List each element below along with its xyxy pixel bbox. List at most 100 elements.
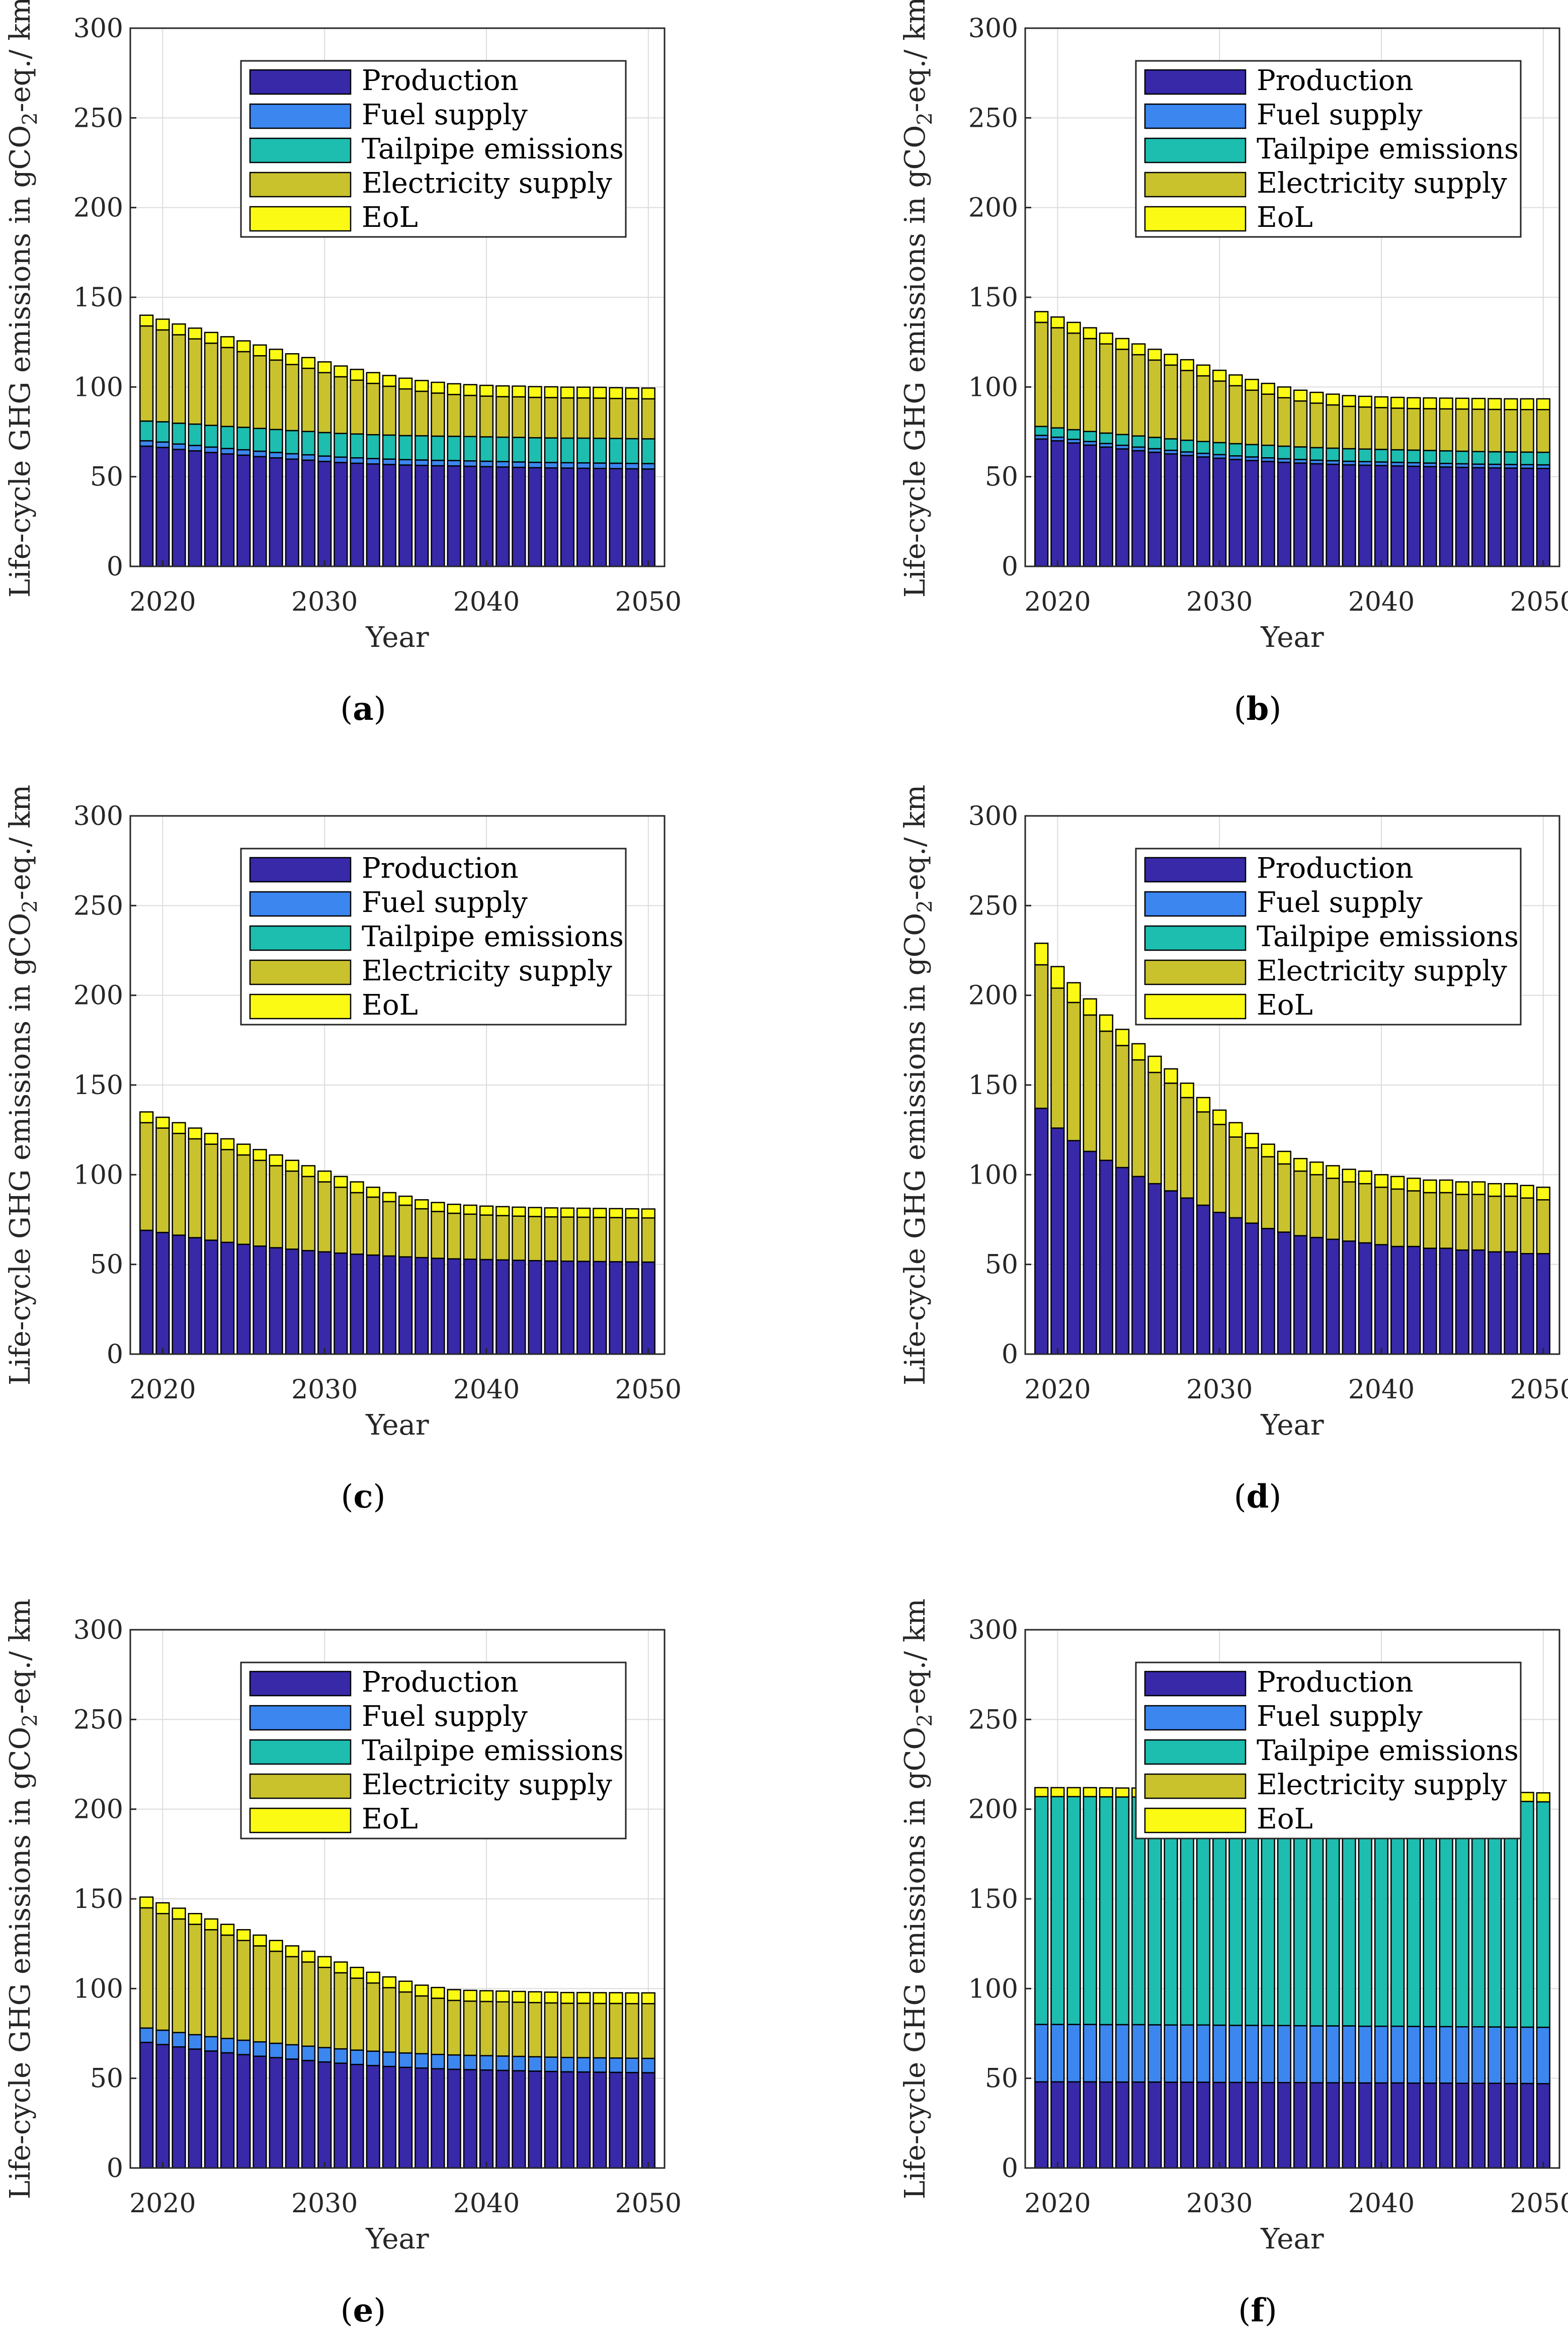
legend-swatch-4 bbox=[1144, 1807, 1247, 1833]
bar-production-2045 bbox=[1455, 466, 1470, 567]
bar-electricity-supply-2021 bbox=[1066, 1001, 1081, 1141]
bar-fuel-supply-2048 bbox=[1504, 2026, 1518, 2084]
bar-fuel-supply-2029 bbox=[1196, 2024, 1211, 2083]
bar-tailpipe-emissions-2022 bbox=[1083, 1796, 1097, 2025]
bar-tailpipe-emissions-2036 bbox=[1309, 447, 1324, 461]
bar-production-2043 bbox=[1423, 2082, 1437, 2169]
bar-eol-2043 bbox=[528, 1991, 542, 2004]
bar-production-2026 bbox=[253, 456, 267, 567]
y-tick-label: 0 bbox=[107, 552, 123, 582]
bar-production-2040 bbox=[1374, 1244, 1389, 1355]
bar-tailpipe-emissions-2047 bbox=[1488, 451, 1502, 465]
y-tick-label: 0 bbox=[107, 2153, 123, 2184]
x-tick-label: 2020 bbox=[129, 1375, 196, 1405]
bar-electricity-supply-2049 bbox=[1520, 409, 1534, 453]
bar-eol-2031 bbox=[334, 1176, 348, 1188]
bar-production-2039 bbox=[463, 1259, 477, 1355]
bar-production-2030 bbox=[317, 461, 332, 567]
bar-production-2027 bbox=[269, 1247, 283, 1355]
legend-swatch-3 bbox=[249, 959, 352, 985]
legend-label-0: Production bbox=[1257, 1666, 1414, 1699]
bar-electricity-supply-2030 bbox=[317, 1966, 332, 2048]
bar-electricity-supply-2040 bbox=[479, 395, 494, 438]
bar-fuel-supply-2046 bbox=[576, 462, 591, 469]
bar-electricity-supply-2045 bbox=[1455, 1194, 1470, 1251]
x-tick-label: 2020 bbox=[1024, 1375, 1091, 1405]
x-tick-label: 2050 bbox=[615, 587, 682, 617]
bar-production-2021 bbox=[1066, 1140, 1081, 1355]
bar-electricity-supply-2042 bbox=[512, 1215, 526, 1261]
y-tick-label: 200 bbox=[968, 1795, 1018, 1825]
bar-eol-2040 bbox=[479, 1205, 494, 1216]
bar-electricity-supply-2037 bbox=[431, 392, 445, 437]
bar-fuel-supply-2033 bbox=[366, 2050, 380, 2066]
bar-eol-2021 bbox=[1066, 321, 1081, 334]
bar-production-2020 bbox=[155, 2044, 170, 2169]
bar-production-2046 bbox=[1471, 1249, 1486, 1355]
bar-production-2022 bbox=[188, 1237, 202, 1355]
y-axis-label: Life-cycle GHG emissions in gCO2-eq./ km bbox=[899, 0, 937, 598]
bar-production-2039 bbox=[1358, 464, 1372, 567]
bar-tailpipe-emissions-2027 bbox=[1164, 438, 1178, 451]
bar-eol-2041 bbox=[496, 1990, 510, 2002]
bar-eol-2041 bbox=[496, 385, 510, 397]
bar-eol-2050 bbox=[641, 1992, 655, 2005]
bar-eol-2040 bbox=[1374, 1174, 1389, 1188]
x-tick-label: 2020 bbox=[129, 2189, 196, 2219]
bar-production-2031 bbox=[334, 462, 348, 567]
x-tick-label: 2040 bbox=[1348, 587, 1415, 617]
bar-electricity-supply-2046 bbox=[1471, 408, 1486, 452]
bar-production-2034 bbox=[382, 1255, 397, 1355]
bar-eol-2037 bbox=[431, 1202, 445, 1212]
bar-electricity-supply-2032 bbox=[1245, 389, 1259, 446]
bar-electricity-supply-2025 bbox=[236, 1154, 251, 1245]
bar-eol-2044 bbox=[1439, 1179, 1453, 1194]
y-tick-label: 300 bbox=[968, 1615, 1018, 1645]
bar-production-2022 bbox=[1083, 444, 1097, 567]
bar-eol-2039 bbox=[1358, 1170, 1372, 1185]
bar-eol-2019 bbox=[139, 1111, 154, 1124]
legend-label-4: EoL bbox=[362, 989, 418, 1022]
x-tick-label: 2050 bbox=[1510, 587, 1568, 617]
bar-production-2047 bbox=[593, 1261, 607, 1355]
bar-electricity-supply-2023 bbox=[204, 1143, 219, 1241]
chart-panel-b: 0 50 100 150 200 250 300 2020 2030 2040 2050 Year Li… bbox=[899, 0, 1568, 654]
bar-eol-2022 bbox=[188, 1912, 202, 1925]
bar-electricity-supply-2024 bbox=[1115, 1045, 1130, 1168]
bar-electricity-supply-2020 bbox=[1050, 327, 1065, 429]
x-tick-label: 2050 bbox=[615, 2189, 682, 2219]
bar-eol-2049 bbox=[1520, 1185, 1534, 1199]
bar-production-2034 bbox=[382, 464, 397, 567]
bar-eol-2027 bbox=[1164, 1068, 1178, 1084]
bar-electricity-supply-2023 bbox=[1099, 343, 1114, 434]
bar-eol-2048 bbox=[1504, 398, 1518, 410]
bar-production-2033 bbox=[366, 2065, 380, 2169]
x-tick-label: 2050 bbox=[1510, 1375, 1568, 1405]
bar-tailpipe-emissions-2040 bbox=[479, 436, 494, 462]
bar-electricity-supply-2033 bbox=[1261, 1156, 1275, 1229]
bar-production-2032 bbox=[1245, 2081, 1259, 2169]
bar-eol-2020 bbox=[155, 1116, 170, 1129]
bar-electricity-supply-2050 bbox=[641, 1217, 655, 1263]
legend-swatch-0 bbox=[1144, 857, 1247, 883]
bar-production-2037 bbox=[1326, 1238, 1340, 1355]
bar-production-2019 bbox=[1034, 438, 1049, 567]
bar-electricity-supply-2046 bbox=[1471, 1194, 1486, 1251]
x-axis-label: Year bbox=[1260, 621, 1324, 654]
bar-fuel-supply-2038 bbox=[447, 2054, 461, 2070]
bar-tailpipe-emissions-2031 bbox=[334, 433, 348, 458]
bar-fuel-supply-2022 bbox=[188, 445, 202, 452]
bar-eol-2031 bbox=[1228, 374, 1243, 387]
bar-fuel-supply-2029 bbox=[301, 2045, 316, 2061]
bar-tailpipe-emissions-2022 bbox=[188, 423, 202, 446]
bar-eol-2032 bbox=[350, 1181, 364, 1194]
bar-eol-2047 bbox=[593, 1208, 607, 1218]
bar-production-2031 bbox=[1228, 459, 1243, 567]
y-axis-label: Life-cycle GHG emissions in gCO2-eq./ km bbox=[899, 1599, 937, 2199]
bar-production-2034 bbox=[1277, 1231, 1292, 1355]
y-tick-label: 100 bbox=[73, 372, 123, 402]
bar-electricity-supply-2029 bbox=[301, 1961, 316, 2047]
bar-electricity-supply-2024 bbox=[220, 1149, 235, 1243]
bar-tailpipe-emissions-2022 bbox=[1083, 431, 1097, 443]
